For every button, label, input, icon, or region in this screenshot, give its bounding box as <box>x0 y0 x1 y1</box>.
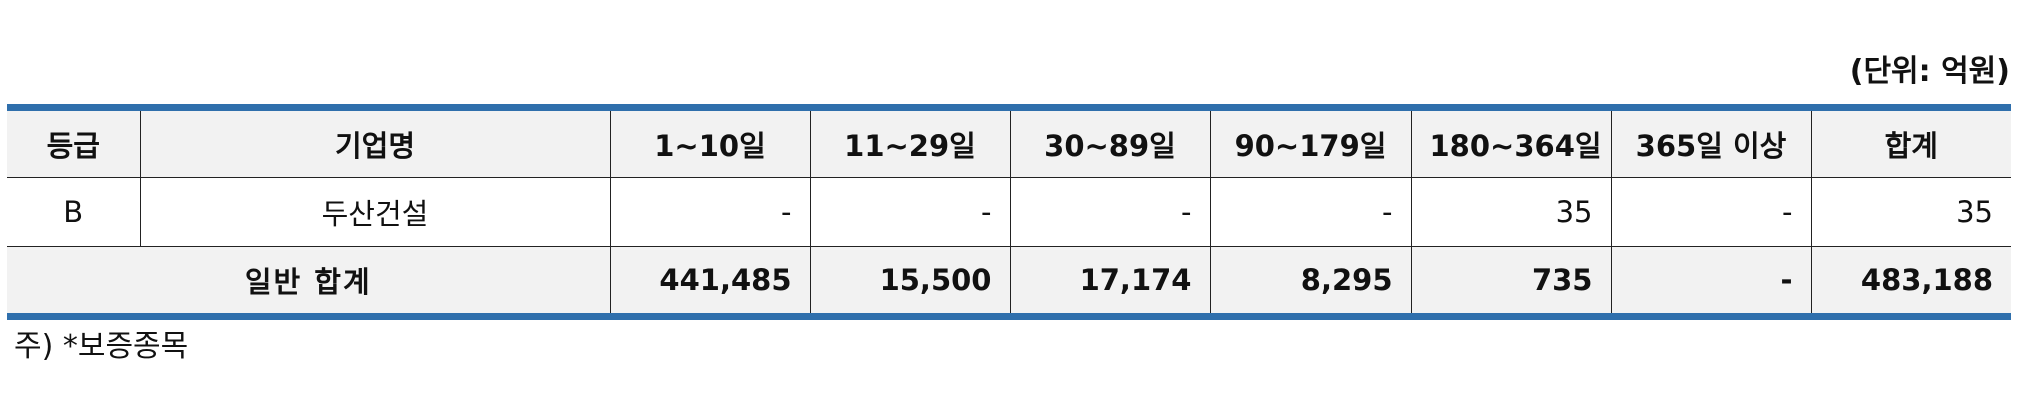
cell-180-364-days: 35 <box>1410 177 1612 247</box>
header-180-364-days: 180~364일 <box>1410 107 1612 178</box>
header-365-plus-days: 365일 이상 <box>1610 107 1812 178</box>
cell-1-10-days: - <box>609 177 811 247</box>
footnote: 주) *보증종목 <box>14 329 189 364</box>
total-30-89-days: 17,174 <box>1009 246 1211 317</box>
header-30-89-days: 30~89일 <box>1009 107 1211 178</box>
header-row: 등급 기업명 1~10일 11~29일 30~89일 90~179일 180~3… <box>7 107 2011 178</box>
total-total: 483,188 <box>1810 246 2011 317</box>
unit-label: (단위: 억원) <box>1849 54 2010 89</box>
total-365-plus-days: - <box>1610 246 1812 317</box>
total-row: 일반 합계 441,485 15,500 17,174 8,295 735 - … <box>7 246 2011 317</box>
overdue-table-container: 등급 기업명 1~10일 11~29일 30~89일 90~179일 180~3… <box>7 104 2011 320</box>
cell-company: 두산건설 <box>139 177 611 247</box>
header-total: 합계 <box>1810 107 2011 178</box>
cell-90-179-days: - <box>1209 177 1412 247</box>
total-1-10-days: 441,485 <box>609 246 811 317</box>
overdue-table: 등급 기업명 1~10일 11~29일 30~89일 90~179일 180~3… <box>7 104 2011 320</box>
cell-365-plus-days: - <box>1610 177 1812 247</box>
header-grade: 등급 <box>7 107 141 178</box>
total-180-364-days: 735 <box>1410 246 1612 317</box>
header-1-10-days: 1~10일 <box>609 107 811 178</box>
header-11-29-days: 11~29일 <box>809 107 1011 178</box>
cell-11-29-days: - <box>809 177 1011 247</box>
cell-grade: B <box>7 177 141 247</box>
header-company: 기업명 <box>139 107 611 178</box>
table-row: B 두산건설 - - - - 35 - 35 <box>7 177 2011 247</box>
cell-total: 35 <box>1810 177 2011 247</box>
total-90-179-days: 8,295 <box>1209 246 1412 317</box>
total-label: 일반 합계 <box>7 246 611 317</box>
header-90-179-days: 90~179일 <box>1209 107 1412 178</box>
cell-30-89-days: - <box>1009 177 1211 247</box>
total-11-29-days: 15,500 <box>809 246 1011 317</box>
